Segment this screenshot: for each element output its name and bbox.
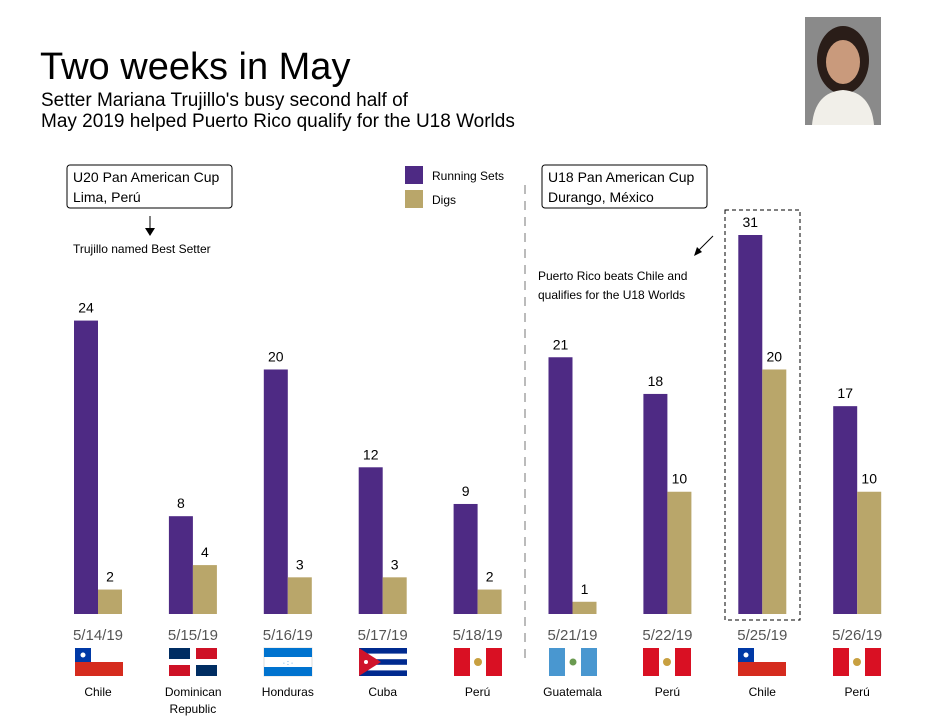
country-label: Dominican Republic [164,685,222,716]
data-label: 1 [581,581,589,597]
subtitle: Setter Mariana Trujillo's busy second ha… [41,90,409,111]
data-label: 9 [462,483,470,499]
x-tick-label: 5/17/19 [358,627,408,644]
annotation: Lima, Perú [73,189,141,205]
x-tick-label: 5/15/19 [168,627,218,644]
legend-swatch [405,166,423,184]
data-label: 2 [106,569,114,585]
photo [805,17,881,125]
bar [833,406,858,614]
bar [477,589,502,614]
annotation: Trujillo named Best Setter [73,242,211,256]
country-label: Chile [748,685,776,699]
legend-swatch [405,190,423,208]
x-tick-label: 5/25/19 [737,627,787,644]
data-label: 21 [553,336,569,352]
flag-guatemala [549,648,597,676]
bar [667,491,692,614]
flag-chile [738,648,786,676]
arrow-head [145,228,155,236]
bar [548,357,573,614]
data-label: 20 [767,348,783,364]
chart-title: Two weeks in May [40,46,350,88]
arrow [696,235,714,253]
country-label: Cuba [368,685,398,699]
highlight-box [724,209,801,621]
data-label: 31 [743,214,759,230]
bar [762,369,787,614]
x-tick-label: 5/16/19 [263,627,313,644]
bar [738,235,763,614]
bar [287,577,312,614]
country-label: Perú [464,685,491,699]
data-label: 3 [391,556,399,572]
data-label: 4 [201,544,209,560]
annotation: U20 Pan American Cup [73,169,220,185]
flag-peru [454,648,502,676]
annotation: Durango, México [548,189,654,205]
bar [168,516,193,614]
data-label: 18 [648,373,664,389]
bar [382,577,407,614]
flag-honduras: · : · [263,647,313,677]
bar [98,589,122,614]
svg-text:· : ·: · : · [283,660,294,667]
country-label: Perú [844,685,870,699]
u18-box: U18 Pan American Cup Durango, México [541,164,708,209]
flag-cuba [359,648,407,676]
data-label: 20 [268,348,284,364]
bar [74,320,98,614]
country-label: Guatemala [543,685,602,699]
flag-peru [833,648,881,676]
x-tick-label: 5/14/19 [73,627,123,644]
bar [857,491,882,614]
flag-dominican [169,648,217,676]
country-label: Chile [84,685,112,699]
legend-label: Digs [432,193,456,207]
bar [192,565,217,614]
bar [263,369,288,614]
arrow-head [694,247,702,256]
bar [358,467,383,614]
bar [572,601,597,614]
annotation: U18 Pan American Cup [548,169,695,185]
data-label: 12 [363,446,379,462]
country-label: Honduras [261,685,314,699]
data-label: 2 [486,569,494,585]
annotation: Puerto Rico beats Chile and [538,269,687,283]
u20-box: U20 Pan American Cup Lima, Perú [66,164,233,209]
x-tick-label: 5/26/19 [832,627,882,644]
flag-peru [643,648,691,676]
data-label: 10 [861,471,877,487]
data-label: 10 [672,471,688,487]
data-label: 17 [837,385,853,401]
data-label: 24 [78,300,94,316]
x-tick-label: 5/21/19 [547,627,597,644]
x-tick-label: 5/22/19 [642,627,692,644]
legend-label: Running Sets [432,169,504,183]
country-label: Perú [654,685,681,699]
annotation: qualifies for the U18 Worlds [538,288,685,302]
data-label: 3 [296,556,304,572]
x-tick-label: 5/18/19 [453,627,503,644]
bar [453,503,478,614]
bar [643,393,668,614]
data-label: 8 [177,495,185,511]
flag-chile [75,648,123,676]
subtitle: May 2019 helped Puerto Rico qualify for … [41,111,515,132]
